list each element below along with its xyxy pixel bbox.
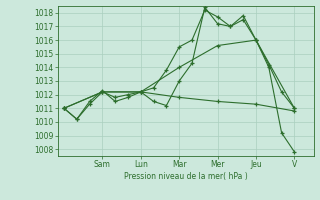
X-axis label: Pression niveau de la mer( hPa ): Pression niveau de la mer( hPa )	[124, 172, 247, 181]
